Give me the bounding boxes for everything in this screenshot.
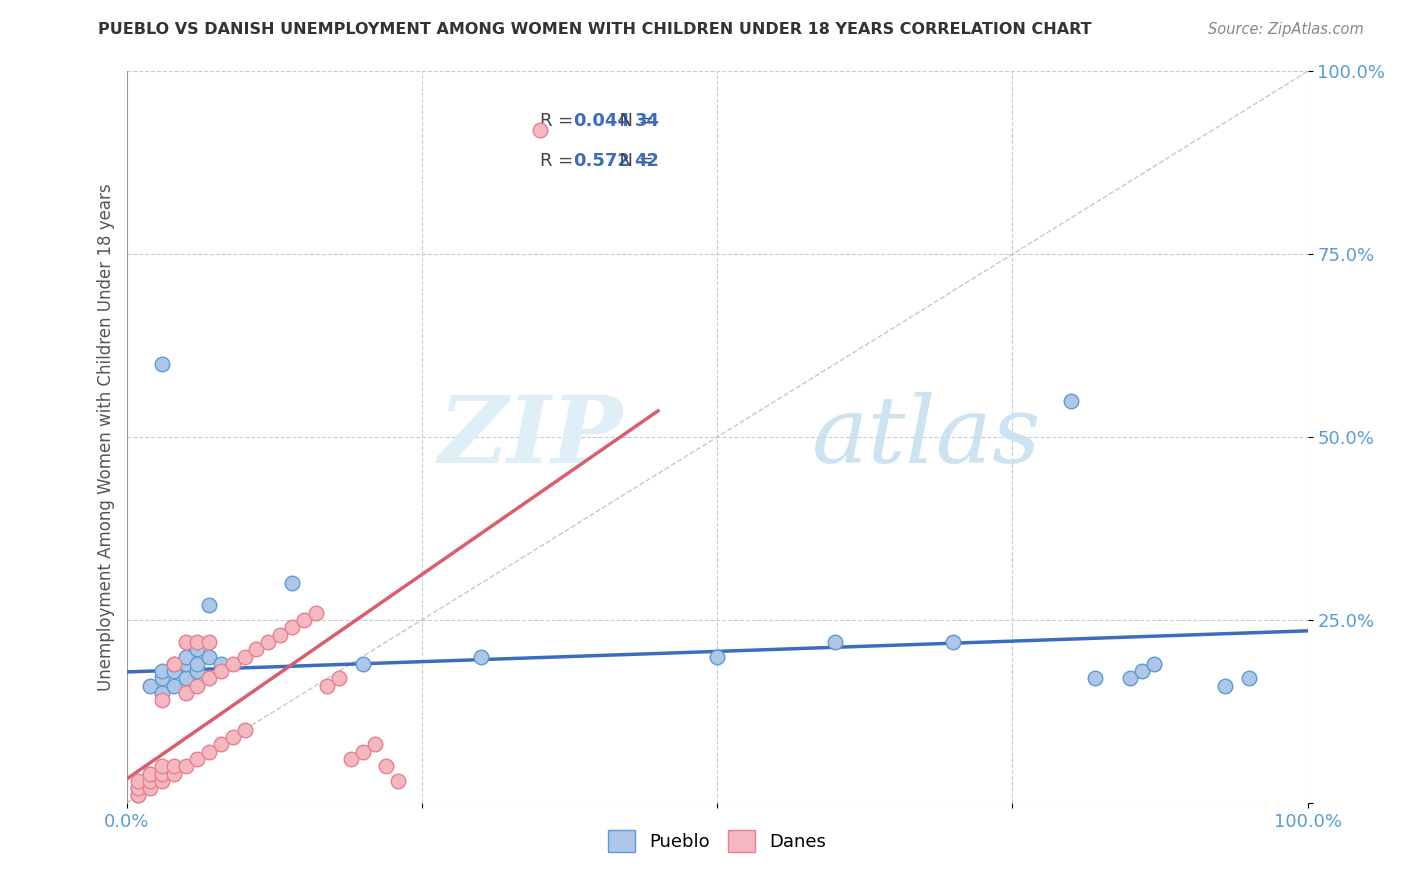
Danes [375, 759, 398, 773]
Text: R =: R = [540, 112, 579, 129]
Pueblo [150, 686, 173, 700]
Text: 0.572: 0.572 [574, 152, 630, 169]
Text: ZIP: ZIP [439, 392, 623, 482]
Danes [174, 686, 197, 700]
Danes [245, 642, 267, 657]
Danes [304, 606, 326, 620]
Pueblo [209, 657, 232, 671]
Text: N =: N = [609, 112, 659, 129]
Danes [163, 766, 186, 780]
Pueblo [163, 679, 186, 693]
Danes [139, 781, 162, 796]
Danes [328, 672, 350, 686]
Pueblo [139, 679, 162, 693]
Danes [139, 773, 162, 788]
Pueblo [352, 657, 374, 671]
Text: PUEBLO VS DANISH UNEMPLOYMENT AMONG WOMEN WITH CHILDREN UNDER 18 YEARS CORRELATI: PUEBLO VS DANISH UNEMPLOYMENT AMONG WOME… [98, 22, 1092, 37]
Danes [174, 635, 197, 649]
Danes [150, 766, 173, 780]
Pueblo [1060, 393, 1083, 408]
Pueblo [174, 649, 197, 664]
Danes [233, 723, 256, 737]
Text: 42: 42 [634, 152, 659, 169]
Danes [257, 635, 280, 649]
Danes [233, 649, 256, 664]
Danes [150, 759, 173, 773]
Pueblo [127, 781, 149, 796]
Pueblo [186, 657, 208, 671]
Pueblo [198, 599, 221, 613]
Danes [387, 773, 409, 788]
Danes [281, 620, 304, 634]
Pueblo [139, 773, 162, 788]
Danes [127, 773, 149, 788]
Text: R =: R = [540, 152, 579, 169]
Pueblo [1130, 664, 1153, 678]
Danes [127, 781, 149, 796]
Text: Source: ZipAtlas.com: Source: ZipAtlas.com [1208, 22, 1364, 37]
Pueblo [1143, 657, 1166, 671]
Pueblo [824, 635, 846, 649]
Danes [269, 627, 291, 641]
Text: 34: 34 [634, 112, 659, 129]
Pueblo [281, 576, 304, 591]
Pueblo [1213, 679, 1236, 693]
Pueblo [186, 664, 208, 678]
Pueblo [1237, 672, 1260, 686]
Text: N =: N = [609, 152, 659, 169]
Y-axis label: Unemployment Among Women with Children Under 18 years: Unemployment Among Women with Children U… [97, 183, 115, 691]
Danes [316, 679, 339, 693]
Danes [352, 745, 374, 759]
Danes [198, 672, 221, 686]
Pueblo [163, 664, 186, 678]
Danes [150, 773, 173, 788]
Danes [186, 752, 208, 766]
Pueblo [150, 664, 173, 678]
Danes [198, 635, 221, 649]
Pueblo [174, 657, 197, 671]
Danes [174, 759, 197, 773]
Danes [198, 745, 221, 759]
Pueblo [198, 649, 221, 664]
Pueblo [942, 635, 965, 649]
Pueblo [1084, 672, 1107, 686]
Pueblo [706, 649, 728, 664]
Danes [186, 635, 208, 649]
Pueblo [127, 789, 149, 803]
Danes [529, 123, 551, 137]
Danes [292, 613, 315, 627]
Pueblo [174, 672, 197, 686]
Danes [163, 759, 186, 773]
Danes [209, 737, 232, 751]
Danes [222, 730, 245, 744]
Danes [150, 693, 173, 707]
Danes [340, 752, 363, 766]
Pueblo [163, 657, 186, 671]
Danes [222, 657, 245, 671]
Danes [186, 679, 208, 693]
Pueblo [150, 357, 173, 371]
Text: atlas: atlas [811, 392, 1040, 482]
Danes [209, 664, 232, 678]
Danes [139, 766, 162, 780]
Pueblo [1119, 672, 1142, 686]
Pueblo [139, 766, 162, 780]
Danes [363, 737, 385, 751]
Pueblo [150, 672, 173, 686]
Text: 0.044: 0.044 [574, 112, 630, 129]
Danes [127, 789, 149, 803]
Pueblo [186, 642, 208, 657]
Legend: Pueblo, Danes: Pueblo, Danes [600, 823, 834, 860]
Danes [163, 657, 186, 671]
Pueblo [470, 649, 492, 664]
